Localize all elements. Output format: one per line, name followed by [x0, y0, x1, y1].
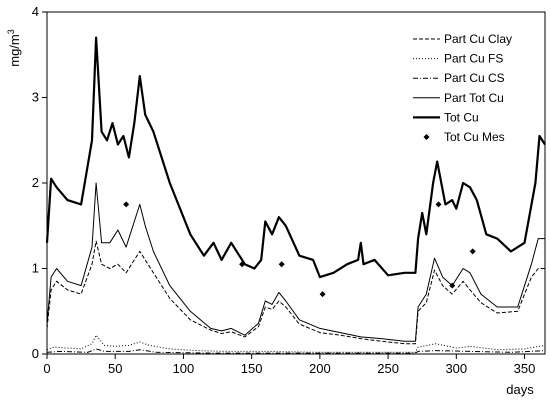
x-tick-label: 0	[43, 361, 50, 376]
x-tick-label: 100	[173, 361, 195, 376]
y-axis-title-superscript: 3	[6, 29, 16, 34]
series-part-cu-cs-line	[46, 348, 546, 354]
series-part-tot-cu-line	[46, 182, 545, 342]
x-tick-label: 250	[377, 361, 399, 376]
legend-label: Part Cu FS	[444, 52, 503, 66]
x-axis-ticks: 0 50 100 150 200 250 300 350	[43, 354, 535, 376]
legend-item-part-cu-clay: Part Cu Clay	[413, 32, 512, 46]
data-point	[449, 282, 456, 289]
x-tick-label: 150	[241, 361, 263, 376]
data-point	[435, 201, 442, 208]
y-tick-label: 3	[32, 90, 39, 105]
x-tick-label: 350	[514, 361, 536, 376]
data-point	[123, 201, 130, 208]
y-axis-title: mg/m3	[6, 29, 22, 67]
plot-area	[45, 11, 546, 355]
legend-item-part-cu-cs: Part Cu CS	[413, 71, 505, 85]
series-layer	[45, 36, 546, 354]
legend-swatch	[423, 134, 430, 140]
legend-item-part-cu-fs: Part Cu FS	[413, 52, 503, 66]
y-axis-ticks: 0 1 2 3 4	[32, 4, 47, 361]
legend-label: Part Cu Clay	[444, 32, 512, 46]
legend: Part Cu Clay Part Cu FS Part Cu CS Part Tot…	[413, 32, 512, 144]
x-tick-label: 300	[445, 361, 467, 376]
series-tot-cu-mes	[123, 201, 476, 298]
series-part-cu-fs-line	[46, 334, 546, 353]
y-tick-label: 2	[32, 175, 39, 190]
legend-label: Tot Cu Mes	[444, 130, 505, 144]
legend-label: Part Cu CS	[444, 71, 505, 85]
y-tick-label: 1	[32, 261, 39, 276]
data-point	[239, 261, 246, 268]
x-tick-label: 50	[108, 361, 122, 376]
data-point	[278, 261, 285, 268]
series-tot-cu-line	[45, 36, 546, 279]
y-tick-label: 0	[32, 346, 39, 361]
y-tick-label: 4	[32, 4, 39, 19]
x-axis-title: days	[506, 382, 534, 397]
legend-item-part-tot-cu: Part Tot Cu	[413, 91, 504, 105]
legend-label: Part Tot Cu	[444, 91, 504, 105]
data-point	[319, 291, 326, 298]
x-tick-label: 200	[309, 361, 331, 376]
legend-item-tot-cu-mes: Tot Cu Mes	[423, 130, 505, 144]
data-point	[469, 248, 476, 255]
series-part-cu-clay-line	[46, 240, 545, 345]
legend-item-tot-cu: Tot Cu	[413, 110, 479, 124]
legend-label: Tot Cu	[444, 110, 479, 124]
